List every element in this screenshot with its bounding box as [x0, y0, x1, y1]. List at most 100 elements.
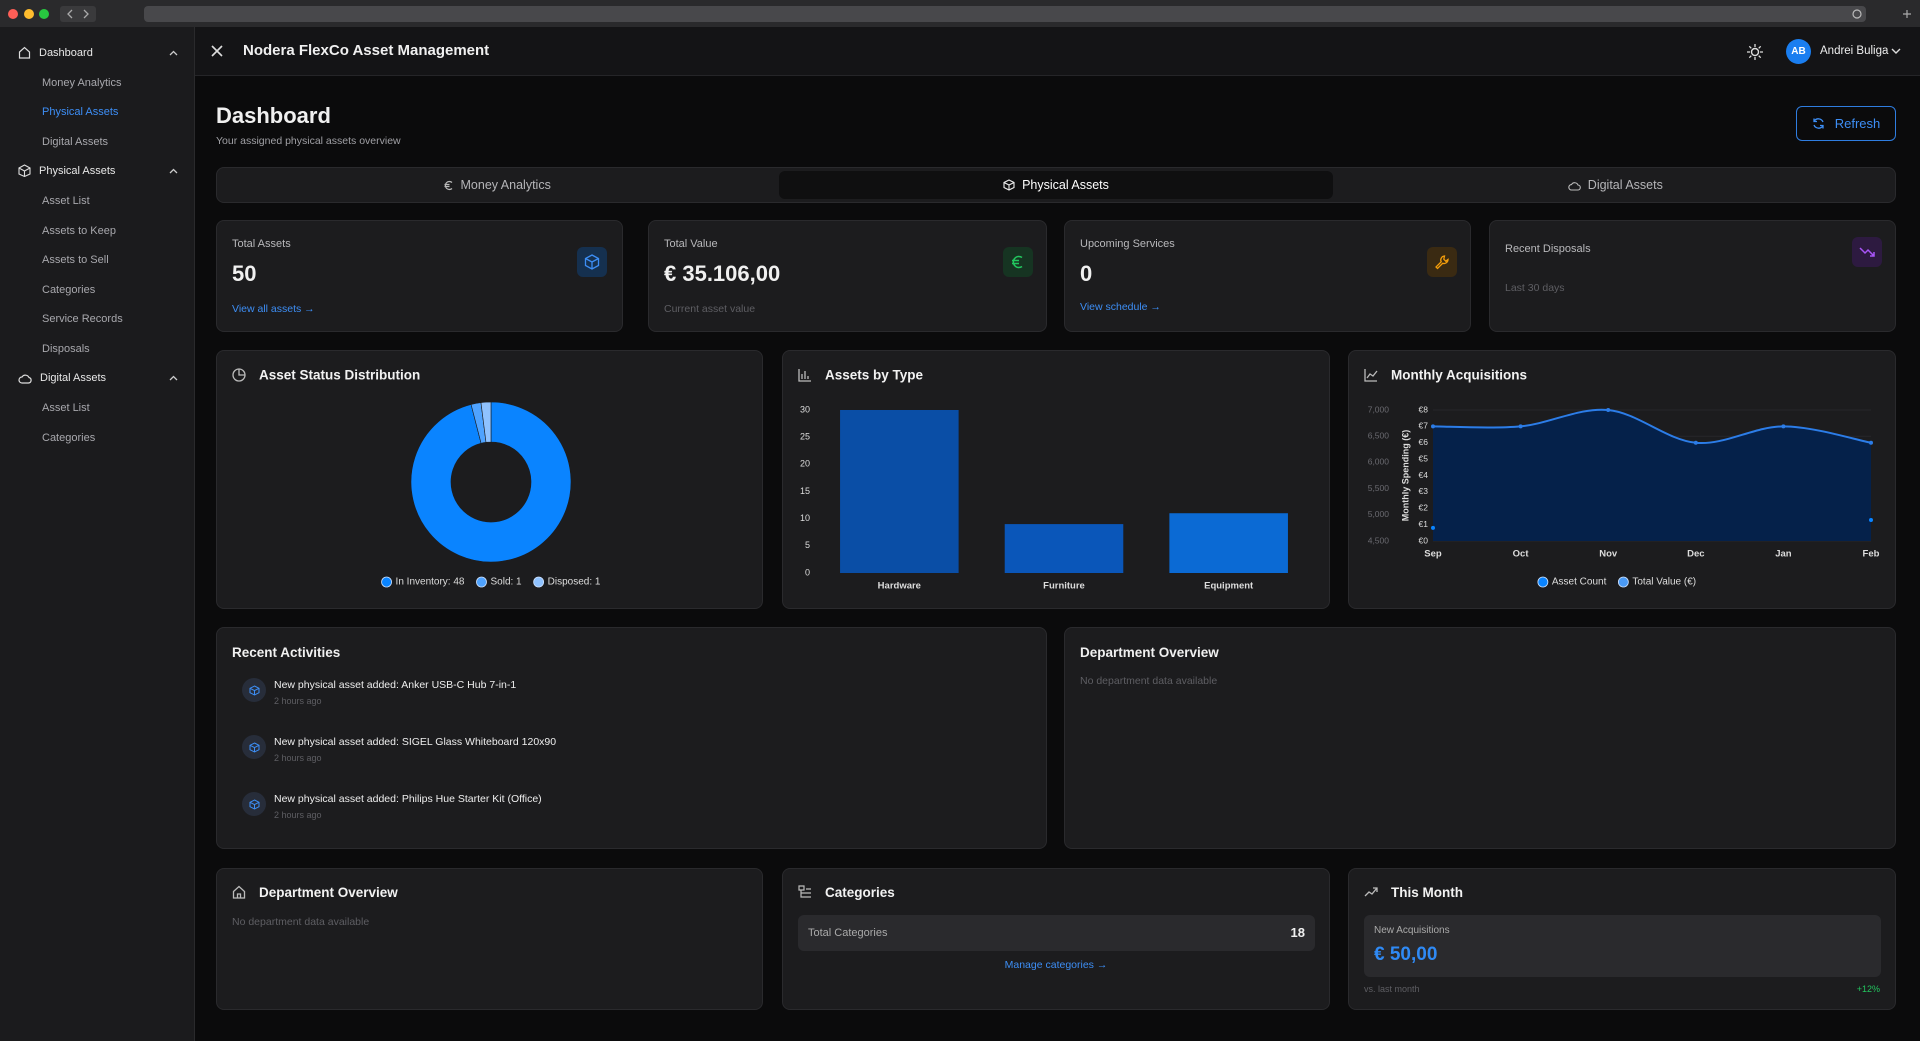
section-label: Digital Assets	[40, 372, 107, 385]
summary-label: Total Categories	[808, 927, 888, 939]
y-tick-label: 5,500	[1368, 483, 1390, 493]
legend-swatch	[533, 576, 545, 588]
y2-tick-label: €8	[1419, 404, 1429, 414]
y2-tick-label: €6	[1419, 437, 1429, 447]
sidebar-item[interactable]: Assets to Keep	[42, 224, 116, 237]
chart-card: Monthly Acquisitions 4,500 5,000 5,500 6,00…	[1348, 350, 1896, 609]
user-menu-chevron[interactable]	[1891, 47, 1901, 55]
bar	[840, 410, 959, 573]
area	[1433, 409, 1871, 541]
tab[interactable]: Physical Assets	[779, 171, 1333, 199]
app-title: Nodera FlexCo Asset Management	[243, 42, 490, 59]
activity-time: 2 hours ago	[274, 810, 322, 820]
legend-label: Sold: 1	[490, 577, 522, 588]
legend-label: In Inventory: 48	[396, 577, 465, 588]
card-title: Recent Activities	[232, 645, 341, 660]
stat-link[interactable]: View schedule →	[1080, 301, 1161, 313]
stat-value: 50	[232, 261, 257, 286]
point	[1869, 440, 1873, 445]
sidebar-item[interactable]: Money Analytics	[42, 76, 122, 89]
y-tick-label: 30	[800, 404, 810, 414]
browser-controls	[8, 6, 1911, 22]
legend-swatch	[1537, 576, 1549, 588]
sidebar-item[interactable]: Physical Assets	[42, 106, 119, 119]
section-label: Dashboard	[39, 46, 93, 59]
sidebar-section[interactable]: Digital Assets	[18, 372, 178, 385]
point	[1869, 518, 1873, 523]
sidebar-section[interactable]: Dashboard	[18, 46, 178, 59]
stat-icon	[577, 247, 607, 277]
empty-message: No department data available	[232, 916, 370, 928]
x-tick-label: Hardware	[878, 581, 921, 592]
stat-label: Total Assets	[232, 238, 291, 250]
sidebar-item[interactable]: Service Records	[42, 313, 123, 326]
sidebar-item[interactable]: Digital Assets	[42, 135, 109, 148]
top-bar: Nodera FlexCo Asset Management AB Andrei…	[195, 27, 1920, 76]
legend-label: Disposed: 1	[548, 577, 601, 588]
section-chevron	[169, 50, 178, 56]
card-icon	[232, 885, 246, 899]
line	[1432, 408, 1872, 444]
card-title: This Month	[1391, 885, 1463, 900]
theme-toggle[interactable]	[1746, 43, 1764, 61]
empty-message: No department data available	[1080, 675, 1218, 687]
user-avatar[interactable]: AB	[1786, 39, 1811, 64]
stat-label: Total Value	[664, 238, 718, 250]
stat-label: Recent Disposals	[1505, 243, 1591, 255]
tab[interactable]: Digital Assets	[1339, 171, 1892, 199]
stat-icon	[1427, 247, 1457, 277]
sidebar-item[interactable]: Asset List	[42, 195, 90, 207]
department-card: Department Overview No department data a…	[216, 868, 763, 1010]
chart-title: Asset Status Distribution	[259, 368, 420, 383]
sidebar-section[interactable]: Physical Assets	[18, 164, 178, 178]
sidebar-item[interactable]: Categories	[42, 283, 96, 296]
tab[interactable]: Money Analytics	[220, 171, 773, 199]
close-button[interactable]	[211, 45, 223, 57]
tab-icon	[443, 180, 454, 191]
section-icon	[18, 164, 31, 178]
tab-icon	[1003, 179, 1015, 191]
stat-label: Upcoming Services	[1080, 238, 1175, 250]
change-value: +12%	[1856, 984, 1880, 994]
comparison-label: vs. last month	[1364, 984, 1420, 994]
y-tick-label: 0	[805, 567, 810, 577]
card-icon	[1364, 887, 1378, 897]
sidebar-item[interactable]: Assets to Sell	[42, 254, 109, 267]
stat-link[interactable]: View all assets →	[232, 303, 315, 315]
user-name[interactable]: Andrei Buliga	[1820, 45, 1889, 57]
page-title: Dashboard	[216, 103, 331, 128]
point	[1693, 440, 1698, 445]
activity-icon	[242, 735, 266, 759]
sidebar: Dashboard Money Analytics Physical Assets D…	[0, 27, 195, 1041]
x-tick-label: Dec	[1687, 549, 1704, 560]
summary-label: New Acquisitions	[1374, 925, 1450, 936]
chart-card: Assets by Type 0 5 10 15 20 25 30 Hardware Furni…	[782, 350, 1330, 609]
y-tick-label: 5	[805, 540, 810, 550]
card-icon	[798, 885, 811, 898]
y2-tick-label: €1	[1419, 519, 1429, 529]
sidebar-item[interactable]: Asset List	[42, 402, 90, 415]
y2-tick-label: €0	[1419, 535, 1429, 545]
donut-slice	[480, 401, 492, 443]
chart-title: Monthly Acquisitions	[1391, 368, 1527, 383]
manage-link[interactable]: Manage categories →	[1004, 959, 1108, 971]
month-summary: New Acquisitions € 50,00	[1364, 915, 1881, 977]
sidebar-item[interactable]: Disposals	[42, 343, 90, 355]
legend-swatch	[381, 576, 392, 588]
section-icon	[18, 46, 31, 59]
point	[1606, 408, 1611, 412]
browser-bar	[0, 0, 1920, 27]
activity-text: New physical asset added: Philips Hue St…	[274, 793, 542, 805]
card-title: Categories	[825, 885, 895, 900]
sidebar-item[interactable]: Categories	[42, 431, 96, 444]
legend-swatch	[1617, 576, 1629, 588]
y-tick-label: 5,000	[1368, 509, 1390, 519]
stat-value: € 35.106,00	[664, 261, 781, 286]
activity-text: New physical asset added: SIGEL Glass Wh…	[274, 736, 557, 748]
categories-card: Categories Total Categories 18 Manage ca…	[782, 868, 1330, 1010]
stat-icon	[1852, 237, 1882, 267]
refresh-button[interactable]: Refresh	[1796, 106, 1896, 141]
stat-card: Upcoming Services 0 View schedule →	[1064, 220, 1471, 332]
refresh-label: Refresh	[1834, 116, 1881, 131]
